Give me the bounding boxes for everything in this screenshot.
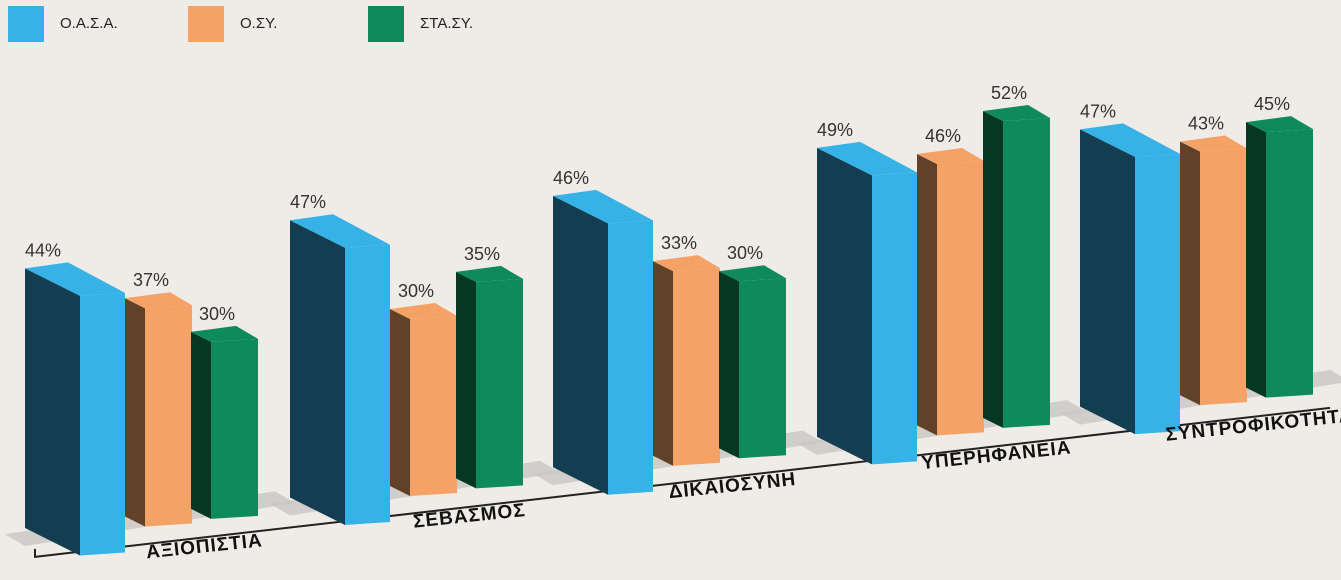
value-label: 46%	[925, 126, 961, 146]
bar-top	[1080, 123, 1180, 157]
bar-front	[937, 161, 984, 436]
bar-top	[1180, 135, 1247, 152]
bar	[553, 189, 653, 495]
bar	[456, 265, 523, 489]
bar-top	[25, 262, 125, 296]
legend-label: ΣΤΑ.ΣΥ.	[420, 15, 473, 32]
bar-top	[817, 141, 917, 176]
bar	[125, 292, 192, 527]
value-label: 47%	[290, 192, 326, 212]
bar-side	[25, 268, 80, 556]
value-label: 47%	[1080, 101, 1116, 121]
bar-side	[1246, 122, 1266, 398]
bar-top	[1246, 116, 1313, 133]
value-label: 52%	[991, 83, 1027, 103]
value-label: 49%	[817, 120, 853, 140]
bar	[25, 262, 125, 556]
legend-label: Ο.ΣΥ.	[240, 15, 277, 32]
bar-front	[1200, 148, 1247, 406]
bar	[1080, 123, 1180, 435]
bar-top	[983, 105, 1050, 122]
category-label: ΥΠΕΡΗΦΑΝΕΙΑ	[920, 437, 1072, 474]
bar-top	[290, 214, 390, 248]
legend-swatch	[8, 6, 44, 42]
bar-side	[125, 298, 145, 527]
legend-swatch	[368, 6, 404, 42]
category-label: ΑΞΙΟΠΙΣΤΙΑ	[145, 530, 264, 563]
bar-side	[917, 154, 937, 436]
bar-top	[191, 325, 258, 342]
category-label: ΔΙΚΑΙΟΣΥΝΗ	[668, 469, 797, 503]
value-label: 35%	[464, 244, 500, 264]
bar-side	[456, 271, 476, 489]
bar-front	[673, 268, 720, 466]
bar-front	[145, 305, 192, 527]
category-label: ΣΥΝΤΡΟΦΙΚΟΤΗΤΑ	[1165, 405, 1341, 446]
bar	[719, 265, 786, 459]
bar-side	[983, 111, 1003, 428]
bar	[983, 105, 1050, 428]
bar-front	[739, 278, 786, 459]
bar-front	[872, 172, 917, 465]
category-label: ΣΕΒΑΣΜΟΣ	[412, 500, 527, 533]
bar-top	[719, 265, 786, 282]
bar-side	[191, 331, 211, 519]
bar-front	[476, 278, 523, 489]
bar-top	[456, 265, 523, 282]
bar-side	[1080, 129, 1135, 435]
bar-top	[390, 303, 457, 320]
bar	[653, 255, 720, 466]
bar-front	[80, 292, 125, 556]
value-label: 33%	[661, 233, 697, 253]
value-label: 30%	[727, 243, 763, 263]
bar-side	[653, 261, 673, 466]
bar	[191, 325, 258, 519]
bar-front	[1266, 129, 1313, 398]
bar-front	[211, 338, 258, 519]
bar-front	[1003, 118, 1050, 428]
legend-label: Ο.Α.Σ.Α.	[60, 15, 118, 32]
value-label: 30%	[398, 281, 434, 301]
value-label: 46%	[553, 168, 589, 188]
value-label: 30%	[199, 304, 235, 324]
bar-front	[345, 244, 390, 526]
bar-top	[125, 292, 192, 309]
bar-side	[553, 195, 608, 495]
value-label: 44%	[25, 240, 61, 260]
legend-swatch	[188, 6, 224, 42]
bar	[290, 214, 390, 526]
value-label: 37%	[133, 270, 169, 290]
bar-front	[410, 316, 457, 497]
bar-side	[817, 147, 872, 465]
bar-top	[553, 189, 653, 224]
bar-side	[390, 309, 410, 497]
bar-front	[1135, 153, 1180, 435]
bar-side	[719, 271, 739, 459]
bar	[1246, 116, 1313, 398]
bar-top	[653, 255, 720, 272]
bar	[817, 141, 917, 465]
value-label: 45%	[1254, 94, 1290, 114]
bar	[1180, 135, 1247, 406]
bar-top	[917, 148, 984, 165]
bar	[917, 148, 984, 436]
bar-side	[290, 220, 345, 526]
bar	[390, 303, 457, 497]
bar-front	[608, 220, 653, 495]
value-label: 43%	[1188, 113, 1224, 133]
bar-side	[1180, 141, 1200, 406]
